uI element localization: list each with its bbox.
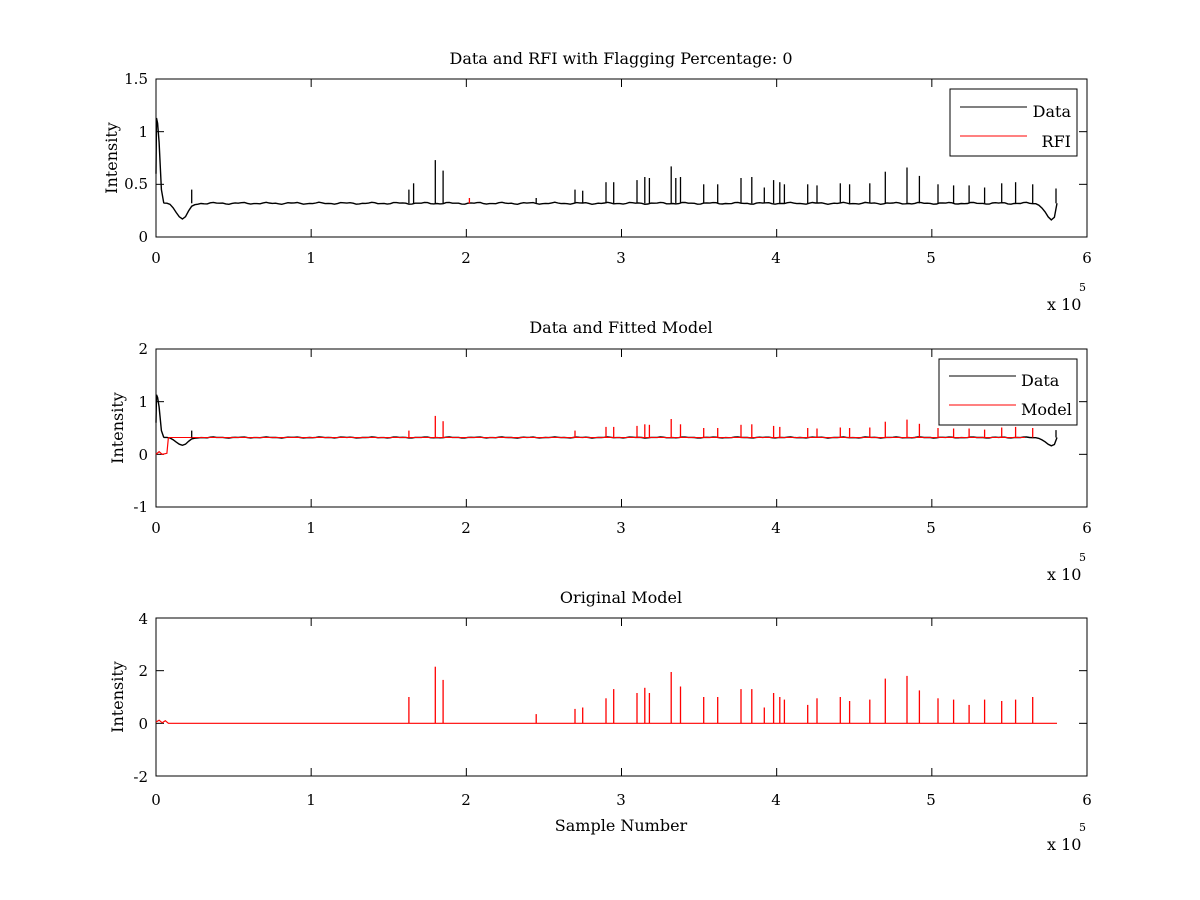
x-tick-label: 6 <box>1082 519 1092 537</box>
subplot-2-title: Data and Fitted Model <box>529 318 712 337</box>
y-tick-label: 0 <box>138 228 148 246</box>
axes-box-1 <box>155 78 1088 238</box>
subplot-1-legend: Data RFI <box>949 88 1078 157</box>
legend-label-rfi: RFI <box>1042 132 1071 151</box>
x-tick-label: 6 <box>1082 791 1092 809</box>
subplot-2-x-exponent: 5 <box>1079 551 1086 564</box>
subplot-2-yticks: -1 0 1 2 <box>133 340 148 516</box>
x-tick-label: 1 <box>306 519 316 537</box>
subplot-3-yticks: -2 0 2 4 <box>133 610 148 786</box>
subplot-3-ylabel: Intensity <box>108 661 127 733</box>
x-tick-label: 3 <box>616 791 626 809</box>
y-tick-label: 4 <box>138 610 148 628</box>
subplot-3-xlabel: Sample Number <box>555 816 688 835</box>
subplot-3-x-exponent: 5 <box>1079 821 1086 834</box>
subplot-3-x-multiplier: x 10 <box>1047 835 1081 854</box>
x-tick-label: 2 <box>461 519 471 537</box>
data-baseline-trace <box>155 117 1058 221</box>
axes-box-2 <box>155 348 1088 508</box>
x-tick-label: 1 <box>306 249 316 267</box>
model-baseline-trace <box>155 719 1057 724</box>
y-tick-label: 2 <box>138 340 148 358</box>
x-tick-label: 4 <box>771 791 781 809</box>
y-tick-label: 1 <box>138 393 148 411</box>
subplot-2-xticks: 0 1 2 3 4 5 6 <box>151 519 1092 537</box>
y-tick-label: -1 <box>133 498 148 516</box>
subplot-3-title: Original Model <box>560 588 682 607</box>
x-tick-label: 1 <box>306 791 316 809</box>
x-tick-label: 5 <box>926 519 936 537</box>
subplot-3-tick-marks <box>155 617 1088 777</box>
subplot-2-x-multiplier: x 10 <box>1047 565 1081 584</box>
y-tick-label: -2 <box>133 768 148 786</box>
subplot-3-xticks: 0 1 2 3 4 5 6 <box>151 791 1092 809</box>
axes-box-3 <box>155 617 1088 777</box>
y-tick-label: 1.5 <box>124 70 148 88</box>
subplot-1-xticks: 0 1 2 3 4 5 6 <box>151 249 1092 267</box>
model-start-trace <box>155 437 169 455</box>
subplot-3-plot-area <box>155 666 1057 724</box>
subplot-2-legend: Data Model <box>938 358 1078 426</box>
legend-label-data: Data <box>1021 371 1060 390</box>
x-tick-label: 4 <box>771 519 781 537</box>
subplot-2-tick-marks <box>155 348 1088 508</box>
subplot-1-x-multiplier: x 10 <box>1047 295 1081 314</box>
x-tick-label: 5 <box>926 791 936 809</box>
y-tick-label: 0.5 <box>124 175 148 193</box>
y-tick-label: 1 <box>138 123 148 141</box>
y-tick-label: 0 <box>138 446 148 464</box>
subplot-1-title: Data and RFI with Flagging Percentage: 0 <box>449 49 792 68</box>
x-tick-label: 0 <box>151 791 161 809</box>
subplot-1-x-exponent: 5 <box>1079 281 1086 294</box>
legend-label-model: Model <box>1021 400 1072 419</box>
x-tick-label: 2 <box>461 249 471 267</box>
x-tick-label: 5 <box>926 249 936 267</box>
subplot-1-ylabel: Intensity <box>102 122 121 194</box>
y-tick-label: 0 <box>138 715 148 733</box>
x-tick-label: 0 <box>151 519 161 537</box>
subplot-1-plot-area <box>155 117 1058 221</box>
legend-label-data: Data <box>1033 102 1072 121</box>
subplot-1-tick-marks <box>155 78 1088 238</box>
subplot-3: Original Model Intensity Sample Number 0… <box>108 588 1092 854</box>
subplot-1-yticks: 0 0.5 1 1.5 <box>124 70 148 246</box>
x-tick-label: 3 <box>616 249 626 267</box>
legend-box <box>938 358 1078 426</box>
y-tick-label: 2 <box>138 662 148 680</box>
x-tick-label: 6 <box>1082 249 1092 267</box>
subplot-2-ylabel: Intensity <box>108 392 127 464</box>
x-tick-label: 4 <box>771 249 781 267</box>
subplot-2-plot-area <box>155 394 1058 455</box>
subplot-1: Data and RFI with Flagging Percentage: 0… <box>102 49 1092 314</box>
legend-box <box>949 88 1078 157</box>
x-tick-label: 0 <box>151 249 161 267</box>
x-tick-label: 3 <box>616 519 626 537</box>
x-tick-label: 2 <box>461 791 471 809</box>
subplot-2: Data and Fitted Model Intensity 0 1 2 3 … <box>108 318 1092 584</box>
